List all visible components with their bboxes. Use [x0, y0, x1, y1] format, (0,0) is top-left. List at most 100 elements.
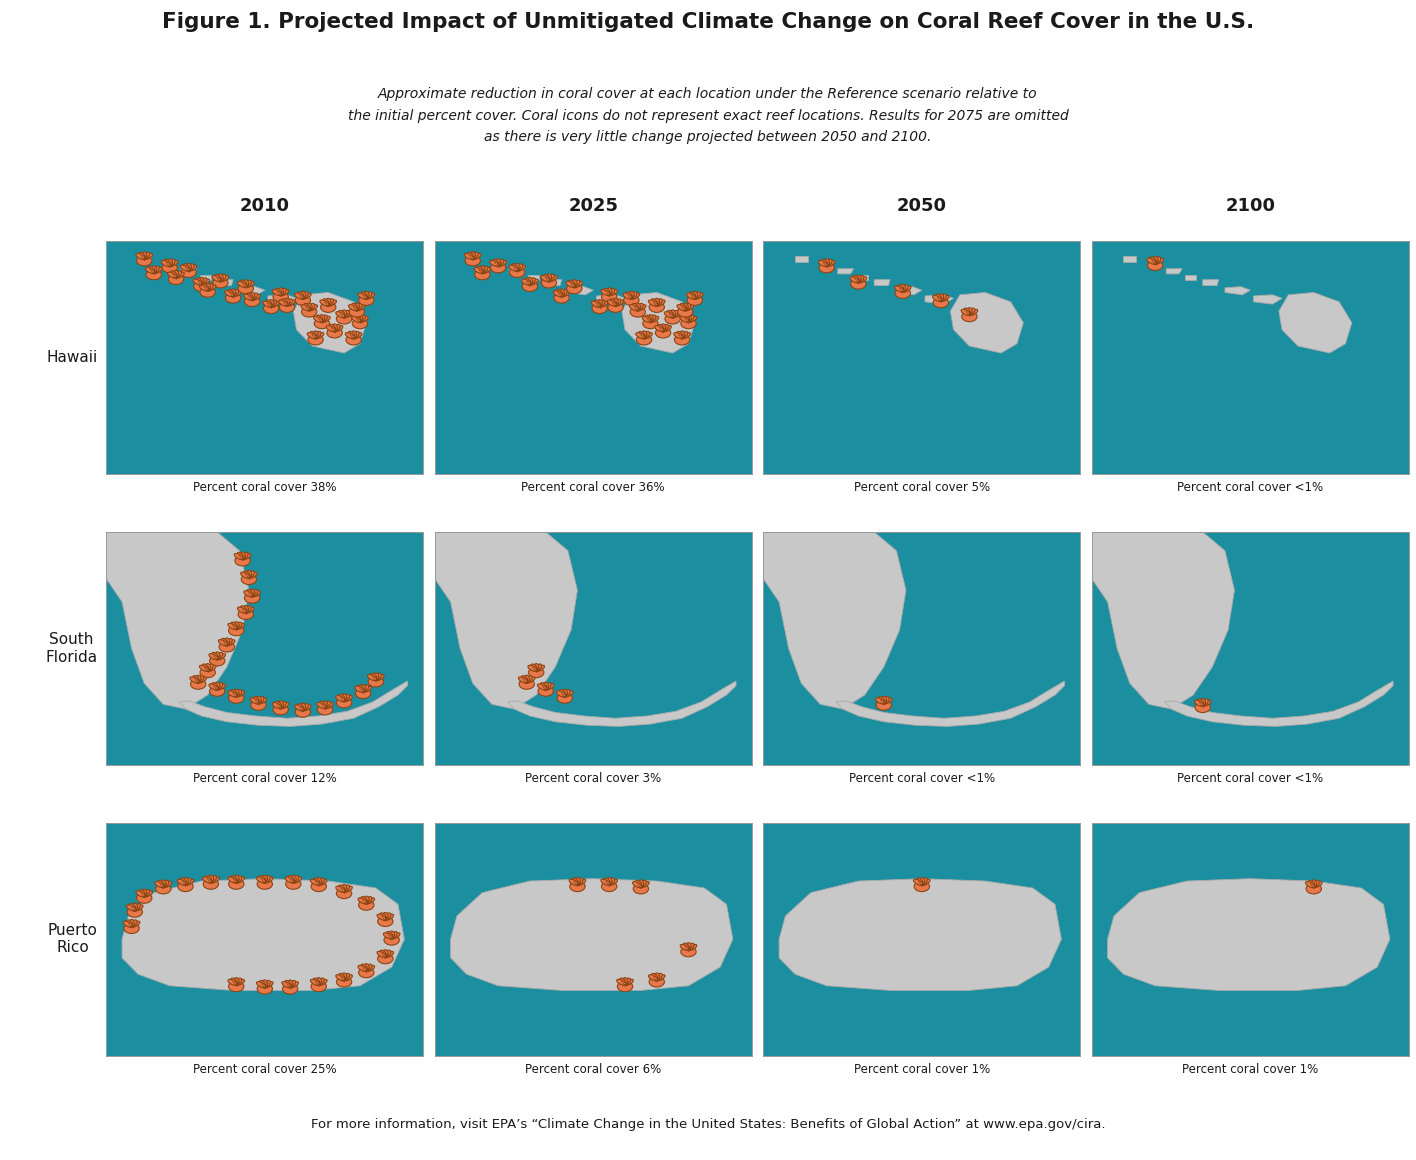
- Ellipse shape: [316, 978, 321, 986]
- Ellipse shape: [649, 302, 664, 312]
- Ellipse shape: [651, 973, 658, 981]
- Ellipse shape: [937, 293, 943, 302]
- Ellipse shape: [607, 878, 615, 885]
- Ellipse shape: [961, 311, 977, 321]
- Ellipse shape: [338, 311, 346, 318]
- Ellipse shape: [520, 679, 534, 689]
- Polygon shape: [510, 269, 525, 274]
- Ellipse shape: [350, 306, 364, 317]
- Ellipse shape: [309, 305, 317, 311]
- Ellipse shape: [384, 935, 399, 945]
- Polygon shape: [1123, 256, 1136, 262]
- Ellipse shape: [680, 331, 685, 339]
- Ellipse shape: [263, 980, 270, 988]
- Ellipse shape: [263, 981, 273, 987]
- Ellipse shape: [245, 296, 259, 306]
- Ellipse shape: [235, 691, 245, 697]
- Ellipse shape: [263, 876, 270, 883]
- Ellipse shape: [280, 703, 289, 709]
- Ellipse shape: [327, 300, 337, 306]
- Ellipse shape: [680, 317, 690, 322]
- Text: 2100: 2100: [1225, 197, 1276, 216]
- Ellipse shape: [320, 302, 336, 312]
- Text: Percent coral cover 36%: Percent coral cover 36%: [521, 481, 666, 494]
- Ellipse shape: [683, 943, 690, 950]
- Ellipse shape: [248, 572, 258, 578]
- Polygon shape: [180, 681, 408, 726]
- Ellipse shape: [637, 305, 646, 311]
- Ellipse shape: [360, 317, 368, 322]
- Ellipse shape: [287, 980, 293, 988]
- Ellipse shape: [391, 931, 396, 938]
- Ellipse shape: [647, 314, 653, 322]
- Ellipse shape: [251, 589, 258, 597]
- Ellipse shape: [685, 314, 691, 322]
- Ellipse shape: [269, 299, 273, 307]
- Ellipse shape: [317, 703, 326, 709]
- Ellipse shape: [490, 261, 498, 267]
- Ellipse shape: [317, 704, 333, 715]
- Ellipse shape: [969, 310, 977, 316]
- Ellipse shape: [263, 877, 273, 883]
- Ellipse shape: [245, 607, 253, 612]
- Ellipse shape: [207, 285, 217, 291]
- Ellipse shape: [317, 878, 324, 885]
- Ellipse shape: [654, 326, 664, 332]
- Ellipse shape: [569, 882, 585, 892]
- Ellipse shape: [940, 296, 949, 302]
- Ellipse shape: [270, 302, 279, 307]
- Ellipse shape: [564, 691, 573, 697]
- Ellipse shape: [654, 973, 660, 981]
- Ellipse shape: [238, 283, 253, 293]
- Ellipse shape: [343, 885, 350, 892]
- Ellipse shape: [130, 920, 137, 927]
- Ellipse shape: [895, 287, 903, 292]
- Ellipse shape: [312, 981, 326, 992]
- Ellipse shape: [615, 300, 624, 306]
- Ellipse shape: [656, 299, 663, 306]
- Ellipse shape: [541, 682, 547, 690]
- Polygon shape: [200, 275, 211, 280]
- Ellipse shape: [323, 299, 330, 306]
- Ellipse shape: [351, 304, 358, 311]
- Ellipse shape: [515, 263, 523, 271]
- Ellipse shape: [210, 876, 217, 883]
- Polygon shape: [779, 878, 1062, 991]
- Ellipse shape: [302, 292, 309, 299]
- Polygon shape: [122, 878, 405, 991]
- Ellipse shape: [251, 293, 258, 300]
- Ellipse shape: [379, 950, 387, 957]
- Ellipse shape: [538, 686, 554, 696]
- Ellipse shape: [146, 268, 154, 274]
- Ellipse shape: [227, 639, 235, 646]
- Ellipse shape: [346, 333, 354, 339]
- Ellipse shape: [234, 875, 239, 883]
- Ellipse shape: [200, 667, 215, 677]
- Ellipse shape: [214, 682, 219, 690]
- Ellipse shape: [364, 897, 370, 904]
- Ellipse shape: [535, 664, 542, 672]
- Text: Percent coral cover 5%: Percent coral cover 5%: [854, 481, 990, 494]
- Ellipse shape: [215, 274, 222, 282]
- Ellipse shape: [598, 299, 602, 307]
- Ellipse shape: [694, 293, 704, 299]
- Ellipse shape: [244, 295, 253, 300]
- Ellipse shape: [514, 263, 520, 271]
- Ellipse shape: [310, 879, 320, 885]
- Ellipse shape: [234, 622, 239, 630]
- Ellipse shape: [190, 677, 198, 683]
- Ellipse shape: [217, 653, 225, 660]
- Polygon shape: [450, 878, 733, 991]
- Text: South
Florida: South Florida: [45, 632, 98, 665]
- Ellipse shape: [161, 261, 170, 267]
- Ellipse shape: [556, 290, 564, 297]
- Ellipse shape: [508, 266, 518, 271]
- Ellipse shape: [355, 687, 364, 693]
- Ellipse shape: [282, 299, 289, 306]
- Polygon shape: [293, 292, 367, 353]
- Ellipse shape: [200, 287, 215, 297]
- Ellipse shape: [933, 296, 942, 302]
- Ellipse shape: [278, 701, 283, 709]
- Ellipse shape: [919, 877, 925, 885]
- Ellipse shape: [528, 666, 537, 672]
